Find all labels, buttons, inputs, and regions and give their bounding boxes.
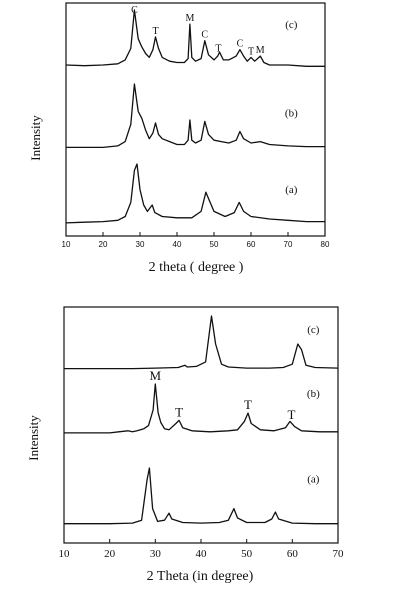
bottom-series-trace-0	[64, 315, 339, 370]
top-phase-annotation: T	[152, 26, 158, 37]
top-series-label: (a)	[285, 184, 298, 196]
top-phase-annotation: M	[185, 13, 194, 24]
chart-bottom-xlabel: 2 Theta (in degree)	[147, 569, 254, 584]
chart-bottom-ylabel: Intensity	[26, 415, 41, 461]
top-series-trace-0	[65, 9, 325, 67]
top-x-tick-label: 10	[62, 240, 71, 249]
top-x-tick-label: 50	[210, 240, 219, 249]
chart-top-ylabel: Intensity	[28, 115, 43, 161]
bottom-plot-frame	[63, 306, 339, 544]
top-phase-annotation: C	[131, 5, 138, 16]
bottom-x-tick-label: 70	[333, 548, 345, 560]
bottom-series-label: (c)	[307, 324, 320, 336]
bottom-phase-annotation: T	[244, 397, 252, 412]
top-x-tick-label: 60	[247, 240, 256, 249]
top-series-trace-1	[66, 83, 325, 149]
xrd-chart-bottom: Intensity 2 Theta (in degree) 10 20 30 40 50…	[26, 306, 345, 584]
top-x-tick-label: 80	[321, 240, 330, 249]
bottom-series-label: (b)	[307, 388, 320, 400]
xrd-chart-top: Intensity 2 theta ( degree ) 10 20 30 40 50 6…	[28, 2, 330, 275]
bottom-x-tick-label: 20	[104, 548, 116, 560]
top-x-tick-label: 40	[173, 240, 182, 249]
top-plot-frame	[65, 2, 326, 237]
top-phase-annotation: C	[237, 39, 244, 50]
bottom-series-trace-2	[64, 467, 338, 525]
top-x-tick-label: 30	[136, 240, 145, 249]
chart-top-xlabel: 2 theta ( degree )	[149, 260, 244, 275]
top-phase-annotation: T	[248, 46, 254, 57]
top-phase-annotation: C	[201, 30, 208, 41]
bottom-x-tick-label: 10	[59, 548, 71, 560]
top-series-label: (c)	[285, 19, 298, 31]
bottom-x-tick-label: 40	[196, 548, 208, 560]
bottom-phase-annotation: T	[287, 407, 295, 422]
bottom-series-trace-1	[64, 383, 338, 434]
top-series-label: (b)	[285, 107, 298, 119]
bottom-phase-annotation: T	[175, 404, 183, 419]
top-x-tick-label: 70	[284, 240, 293, 249]
top-series-trace-2	[65, 163, 325, 224]
bottom-series-label: (a)	[307, 474, 320, 486]
top-phase-annotation: M	[256, 45, 265, 56]
bottom-x-tick-label: 30	[150, 548, 162, 560]
bottom-phase-annotation: M	[150, 368, 162, 383]
top-phase-annotation: T	[215, 44, 221, 55]
top-x-tick-label: 20	[99, 240, 108, 249]
bottom-x-tick-label: 60	[287, 548, 299, 560]
bottom-x-tick-label: 50	[241, 548, 253, 560]
